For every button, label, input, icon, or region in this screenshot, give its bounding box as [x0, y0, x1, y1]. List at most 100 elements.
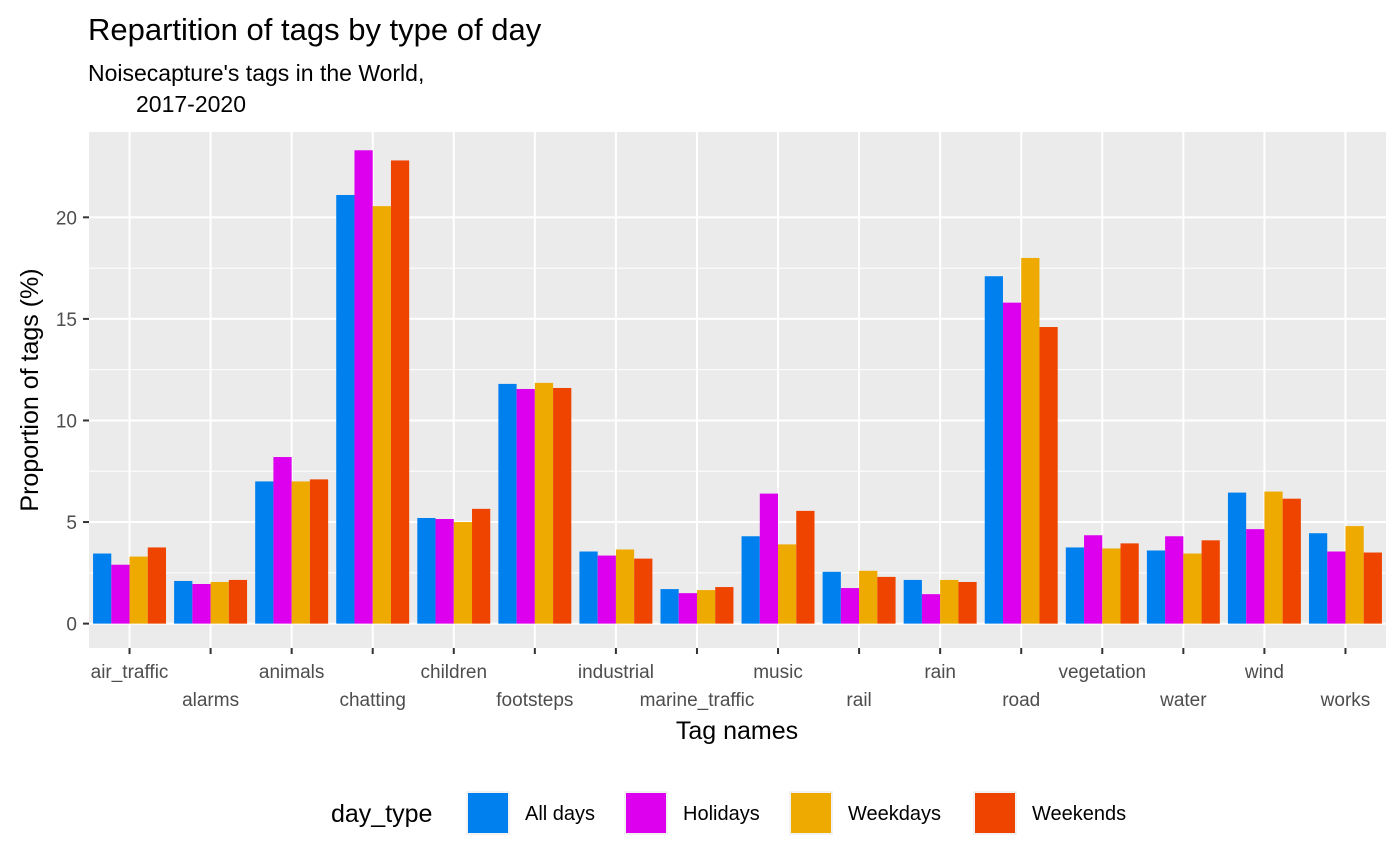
- bar-chatting-all-days: [336, 194, 355, 624]
- bar-air_traffic-holidays: [111, 564, 130, 624]
- bar-vegetation-holidays: [1084, 535, 1103, 624]
- bar-vegetation-weekdays: [1102, 548, 1121, 624]
- legend-label: All days: [525, 803, 595, 825]
- x-tick-label: rail: [846, 690, 871, 711]
- bar-industrial-holidays: [597, 555, 616, 624]
- bar-footsteps-weekdays: [534, 382, 554, 624]
- y-tick-label: 15: [56, 310, 77, 331]
- bar-animals-holidays: [273, 457, 292, 624]
- x-tick-label: marine_traffic: [640, 690, 755, 711]
- legend-label: Weekends: [1032, 803, 1126, 825]
- bar-alarms-holidays: [192, 584, 211, 624]
- bar-wind-holidays: [1246, 529, 1265, 624]
- x-tick-label: alarms: [182, 690, 239, 711]
- x-tick-label: wind: [1244, 662, 1284, 683]
- bar-wind-all-days: [1227, 492, 1247, 624]
- legend-swatch: [468, 793, 508, 833]
- bar-road-weekends: [1039, 327, 1058, 624]
- bar-water-weekdays: [1183, 553, 1202, 624]
- bar-marine_traffic-all-days: [660, 589, 679, 624]
- bar-chatting-weekends: [390, 160, 410, 624]
- x-tick-label: children: [421, 662, 488, 683]
- x-tick-label: vegetation: [1058, 662, 1146, 683]
- legend-swatch: [975, 793, 1015, 833]
- bar-animals-weekdays: [291, 481, 310, 624]
- bar-works-all-days: [1308, 533, 1328, 624]
- legend-swatch: [626, 793, 666, 833]
- y-axis-title: Proportion of tags (%): [16, 268, 44, 511]
- bar-music-weekdays: [778, 544, 797, 624]
- bar-children-all-days: [417, 517, 436, 624]
- bar-industrial-weekdays: [615, 549, 635, 624]
- bar-water-all-days: [1146, 550, 1166, 624]
- bar-footsteps-weekends: [553, 387, 572, 624]
- legend-swatch: [791, 793, 831, 833]
- bar-marine_traffic-holidays: [678, 593, 697, 624]
- bar-animals-weekends: [309, 479, 329, 624]
- bar-industrial-all-days: [579, 551, 598, 624]
- bar-music-all-days: [741, 536, 760, 624]
- bar-rain-weekdays: [940, 579, 959, 624]
- bar-alarms-weekends: [228, 579, 248, 624]
- bar-air_traffic-weekdays: [129, 556, 148, 624]
- bar-rail-holidays: [840, 588, 860, 624]
- bar-chatting-holidays: [354, 150, 373, 624]
- bar-vegetation-all-days: [1065, 547, 1085, 624]
- bar-children-weekdays: [453, 522, 473, 624]
- bar-chatting-weekdays: [372, 206, 391, 624]
- bar-works-weekends: [1363, 552, 1382, 624]
- bar-rain-all-days: [903, 579, 922, 624]
- bar-marine_traffic-weekends: [715, 587, 734, 624]
- y-axis: 0 5 10 15 20: [56, 208, 89, 636]
- bar-animals-all-days: [255, 481, 274, 624]
- y-tick-label: 10: [56, 411, 77, 432]
- bars: [93, 150, 1382, 624]
- chart-title: Repartition of tags by type of day: [88, 12, 542, 47]
- legend-label: Weekdays: [848, 803, 941, 825]
- bar-road-all-days: [984, 276, 1003, 624]
- x-tick-label: footsteps: [496, 690, 573, 711]
- bar-industrial-weekends: [634, 558, 653, 624]
- bar-water-weekends: [1201, 540, 1220, 624]
- bar-children-holidays: [435, 519, 454, 624]
- bar-road-holidays: [1002, 302, 1022, 624]
- legend-label: Holidays: [683, 803, 760, 825]
- bar-water-holidays: [1165, 536, 1184, 624]
- bar-alarms-weekdays: [210, 581, 229, 624]
- chart-subtitle-line-2: 2017-2020: [136, 91, 246, 117]
- bar-road-weekdays: [1021, 257, 1040, 624]
- y-tick-label: 0: [66, 615, 77, 636]
- bar-wind-weekends: [1282, 498, 1301, 624]
- bar-rail-weekends: [877, 576, 896, 624]
- legend: day_type All days Holidays Weekdays Weekend…: [331, 791, 1126, 835]
- bar-works-weekdays: [1345, 526, 1364, 624]
- bar-rain-holidays: [921, 594, 941, 624]
- x-axis-title: Tag names: [676, 717, 798, 745]
- bar-footsteps-all-days: [498, 383, 517, 624]
- legend-title: day_type: [331, 800, 432, 828]
- bar-works-holidays: [1327, 551, 1346, 624]
- bar-alarms-all-days: [174, 580, 193, 624]
- bar-music-holidays: [759, 493, 779, 624]
- bar-rain-weekends: [958, 581, 977, 624]
- bar-rail-all-days: [822, 571, 841, 624]
- bar-rail-weekdays: [859, 570, 878, 624]
- x-tick-label: animals: [259, 662, 324, 683]
- y-tick-label: 20: [56, 208, 77, 229]
- bar-children-weekends: [472, 508, 491, 624]
- x-tick-label: chatting: [339, 690, 406, 711]
- x-tick-label: industrial: [578, 662, 654, 683]
- y-tick-label: 5: [66, 513, 77, 534]
- x-tick-label: water: [1159, 690, 1207, 711]
- bar-vegetation-weekends: [1120, 543, 1139, 624]
- x-tick-label: rain: [924, 662, 956, 683]
- bar-music-weekends: [796, 510, 815, 624]
- x-tick-label: air_traffic: [91, 662, 169, 683]
- bar-marine_traffic-weekdays: [696, 590, 716, 624]
- bar-air_traffic-all-days: [93, 553, 112, 624]
- bar-wind-weekdays: [1264, 491, 1283, 624]
- bar-footsteps-holidays: [516, 388, 535, 624]
- x-tick-label: music: [753, 662, 803, 683]
